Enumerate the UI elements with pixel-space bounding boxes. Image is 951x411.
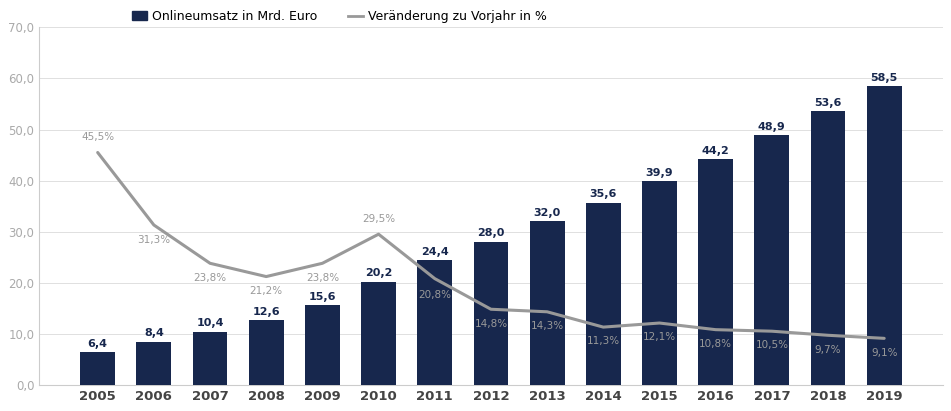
Text: 14,8%: 14,8% (475, 319, 508, 328)
Text: 9,1%: 9,1% (871, 348, 898, 358)
Text: 9,7%: 9,7% (815, 344, 842, 355)
Text: 12,1%: 12,1% (643, 332, 676, 342)
Text: 31,3%: 31,3% (137, 236, 170, 245)
Text: 11,3%: 11,3% (587, 337, 620, 346)
Text: 28,0: 28,0 (477, 228, 505, 238)
Bar (474, 242, 509, 385)
Text: 10,5%: 10,5% (755, 340, 788, 351)
Bar (586, 203, 621, 385)
Bar (80, 352, 115, 385)
Text: 20,2: 20,2 (365, 268, 392, 278)
Text: 32,0: 32,0 (534, 208, 561, 218)
Text: 8,4: 8,4 (144, 328, 164, 338)
Text: 15,6: 15,6 (309, 291, 336, 302)
Text: 53,6: 53,6 (814, 97, 842, 108)
Text: 58,5: 58,5 (870, 73, 898, 83)
Bar (810, 111, 845, 385)
Text: 14,3%: 14,3% (531, 321, 564, 331)
Bar (417, 260, 452, 385)
Text: 39,9: 39,9 (646, 168, 673, 178)
Text: 35,6: 35,6 (590, 189, 617, 199)
Text: 12,6: 12,6 (252, 307, 280, 317)
Text: 45,5%: 45,5% (81, 132, 114, 142)
Text: 10,4: 10,4 (196, 318, 223, 328)
Bar (754, 135, 789, 385)
Text: 6,4: 6,4 (87, 339, 107, 349)
Text: 20,8%: 20,8% (418, 290, 452, 300)
Bar (305, 305, 340, 385)
Text: 23,8%: 23,8% (193, 272, 226, 283)
Bar (530, 222, 565, 385)
Bar (642, 181, 677, 385)
Bar (361, 282, 396, 385)
Legend: Onlineumsatz in Mrd. Euro, Veränderung zu Vorjahr in %: Onlineumsatz in Mrd. Euro, Veränderung z… (126, 5, 553, 28)
Bar (193, 332, 227, 385)
Text: 29,5%: 29,5% (362, 214, 395, 224)
Text: 23,8%: 23,8% (306, 272, 339, 283)
Text: 21,2%: 21,2% (250, 286, 282, 296)
Text: 44,2: 44,2 (702, 145, 729, 155)
Text: 10,8%: 10,8% (699, 339, 732, 349)
Bar (866, 86, 902, 385)
Bar (249, 321, 283, 385)
Text: 48,9: 48,9 (758, 122, 786, 132)
Bar (136, 342, 171, 385)
Bar (698, 159, 733, 385)
Text: 24,4: 24,4 (421, 247, 449, 256)
